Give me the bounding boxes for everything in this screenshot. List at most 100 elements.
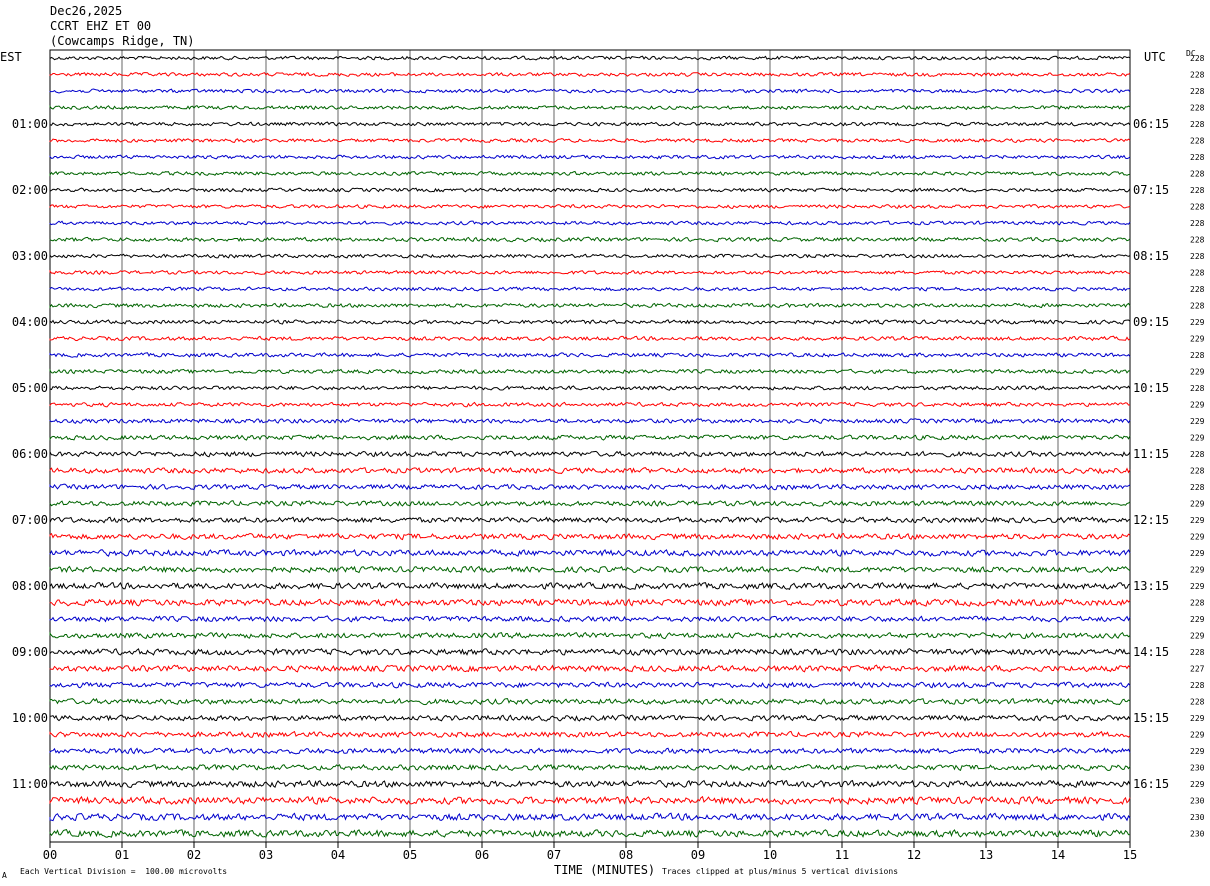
utc-hour-label: 08:15 [1133, 249, 1169, 263]
seismic-trace [49, 812, 1131, 822]
utc-hour-label: 07:15 [1133, 183, 1169, 197]
dc-offset-value: 228 [1190, 137, 1205, 146]
seismic-trace [49, 220, 1131, 226]
x-tick-label: 06 [475, 848, 489, 862]
dc-offset-value: 229 [1190, 500, 1205, 509]
corner-mark: A [2, 871, 7, 880]
x-tick-label: 09 [691, 848, 705, 862]
dc-offset-value: 229 [1190, 417, 1205, 426]
dc-offset-value: 228 [1190, 252, 1205, 261]
seismic-trace [49, 697, 1131, 706]
seismic-trace [49, 647, 1131, 656]
dc-offset-value: 229 [1190, 632, 1205, 641]
x-tick-label: 14 [1051, 848, 1065, 862]
seismic-trace [49, 664, 1131, 673]
est-hour-label: 11:00 [12, 777, 48, 791]
est-hour-label: 02:00 [12, 183, 48, 197]
dc-offset-value: 229 [1190, 368, 1205, 377]
dc-offset-value: 228 [1190, 285, 1205, 294]
dc-offset-value: 228 [1190, 186, 1205, 195]
dc-offset-value: 228 [1190, 599, 1205, 608]
est-hour-label: 06:00 [12, 447, 48, 461]
seismic-trace [49, 88, 1131, 94]
x-axis-title: TIME (MINUTES) [554, 863, 656, 877]
dc-offset-value: 229 [1190, 615, 1205, 624]
seismic-trace [49, 302, 1131, 309]
dc-offset-value: 228 [1190, 104, 1205, 113]
plot-frame [49, 49, 1131, 843]
seismic-trace [49, 71, 1131, 77]
dc-offset-value: 229 [1190, 566, 1205, 575]
seismic-trace [49, 581, 1131, 591]
dc-offset-value: 228 [1190, 681, 1205, 690]
dc-offset-value: 228 [1190, 648, 1205, 657]
utc-hour-label: 16:15 [1133, 777, 1169, 791]
dc-offset-value: 228 [1190, 170, 1205, 179]
station-label: CCRT EHZ ET 00 [50, 19, 152, 33]
seismic-trace [49, 516, 1131, 524]
utc-hour-label: 09:15 [1133, 315, 1169, 329]
dc-offset-value: 228 [1190, 153, 1205, 162]
x-tick-label: 08 [619, 848, 633, 862]
dc-offset-value: 229 [1190, 335, 1205, 344]
seismic-trace [49, 203, 1131, 210]
x-tick-label: 00 [43, 848, 57, 862]
dc-offset-value: 230 [1190, 813, 1205, 822]
dc-offset-value: 229 [1190, 318, 1205, 327]
dc-offset-value: 228 [1190, 219, 1205, 228]
dc-offset-value: 228 [1190, 351, 1205, 360]
x-tick-label: 11 [835, 848, 849, 862]
est-zone-label: EST [0, 50, 22, 64]
x-tick-label: 05 [403, 848, 417, 862]
dc-offset-value: 228 [1190, 302, 1205, 311]
seismic-trace [49, 286, 1131, 292]
seismic-trace [49, 631, 1131, 640]
utc-hour-label: 10:15 [1133, 381, 1169, 395]
seismic-trace [49, 466, 1131, 475]
seismic-trace [49, 121, 1131, 127]
seismic-trace [49, 55, 1131, 61]
seismic-trace [49, 829, 1131, 838]
x-tick-label: 01 [115, 848, 129, 862]
seismic-trace [49, 104, 1131, 111]
seismic-trace [49, 598, 1131, 607]
seismic-trace [49, 170, 1131, 177]
date-label: Dec26,2025 [50, 4, 123, 18]
x-tick-label: 03 [259, 848, 273, 862]
x-tick-label: 12 [907, 848, 921, 862]
x-tick-label: 15 [1123, 848, 1137, 862]
seismic-trace [49, 385, 1131, 391]
dc-offset-value: 229 [1190, 401, 1205, 410]
dc-offset-value: 229 [1190, 434, 1205, 443]
dc-offset-value: 227 [1190, 665, 1205, 674]
dc-offset-value: 230 [1190, 797, 1205, 806]
seismic-trace [49, 269, 1131, 275]
dc-offset-value: 228 [1190, 450, 1205, 459]
utc-hour-label: 11:15 [1133, 447, 1169, 461]
dc-offset-value: 228 [1190, 203, 1205, 212]
x-tick-label: 04 [331, 848, 345, 862]
est-hour-label: 08:00 [12, 579, 48, 593]
dc-offset-value: 228 [1190, 483, 1205, 492]
seismic-trace [49, 795, 1131, 806]
seismic-trace [49, 681, 1131, 689]
utc-hour-label: 12:15 [1133, 513, 1169, 527]
utc-hour-label: 14:15 [1133, 645, 1169, 659]
seismic-trace [49, 352, 1131, 358]
dc-offset-value: 228 [1190, 384, 1205, 393]
seismic-trace [49, 434, 1131, 441]
x-tick-label: 10 [763, 848, 777, 862]
seismic-trace [49, 779, 1131, 789]
est-hour-label: 10:00 [12, 711, 48, 725]
x-tick-label: 07 [547, 848, 561, 862]
utc-hour-label: 15:15 [1133, 711, 1169, 725]
dc-offset-value: 229 [1190, 549, 1205, 558]
dc-offset-value: 228 [1190, 54, 1205, 63]
dc-offset-value: 228 [1190, 698, 1205, 707]
x-tick-label: 13 [979, 848, 993, 862]
utc-zone-label: UTC [1144, 50, 1166, 64]
seismic-trace [49, 747, 1131, 755]
seismic-trace [49, 401, 1131, 408]
utc-hour-label: 13:15 [1133, 579, 1169, 593]
